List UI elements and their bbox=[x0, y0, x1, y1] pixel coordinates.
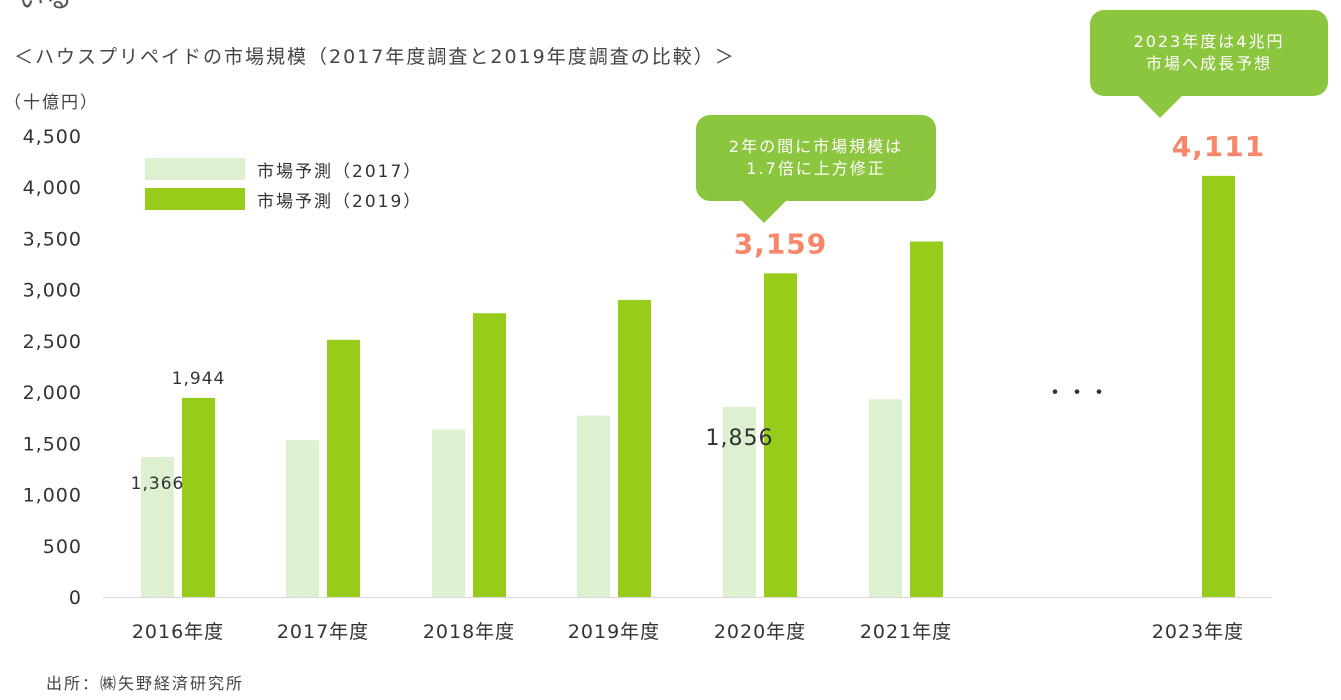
data-label: 1,856 bbox=[706, 426, 774, 451]
x-tick-label: 2017年度 bbox=[277, 621, 369, 643]
bar-series0-0 bbox=[141, 457, 174, 597]
callout-2023-line1: 2023年度は4兆円 bbox=[1133, 32, 1285, 51]
bar-series1-4 bbox=[764, 273, 797, 597]
bar-series1-1 bbox=[327, 339, 360, 597]
legend-label-2017: 市場予測（2017） bbox=[257, 161, 423, 182]
bar-series1-3 bbox=[618, 299, 651, 597]
callout-2020-line2: 1.7倍に上方修正 bbox=[746, 159, 886, 178]
bar-series1-2 bbox=[473, 313, 506, 597]
y-tick-label: 3,000 bbox=[23, 280, 82, 302]
bar-series1-6 bbox=[1202, 175, 1235, 597]
y-tick-label: 3,500 bbox=[23, 228, 82, 250]
bar-series0-5 bbox=[869, 399, 902, 597]
bar-series1-5 bbox=[910, 241, 943, 598]
callout-2020: 2年の間に市場規模は 1.7倍に上方修正 bbox=[696, 115, 936, 223]
data-label: 1,944 bbox=[172, 369, 226, 389]
y-tick-label: 4,000 bbox=[23, 177, 82, 199]
y-tick-label: 2,000 bbox=[23, 382, 82, 404]
bar-series0-2 bbox=[432, 429, 465, 597]
y-tick-label: 0 bbox=[69, 587, 82, 609]
x-tick-label: 2019年度 bbox=[568, 621, 660, 643]
bar-series1-0 bbox=[182, 397, 215, 597]
data-label: 4,111 bbox=[1172, 130, 1266, 163]
ellipsis-gap-marker: ・・・ bbox=[1044, 381, 1110, 406]
callout-2023-line2: 市場へ成長予想 bbox=[1145, 54, 1272, 73]
x-tick-label: 2020年度 bbox=[714, 621, 806, 643]
x-tick-label: 2021年度 bbox=[860, 621, 952, 643]
legend-item-2019: 市場予測（2019） bbox=[145, 184, 422, 214]
x-tick-label: 2023年度 bbox=[1152, 621, 1244, 643]
y-tick-label: 1,000 bbox=[23, 485, 82, 507]
top-text-fragment: いる bbox=[18, 0, 74, 15]
chart-title: ＜ハウスプリペイドの市場規模（2017年度調査と2019年度調査の比較）＞ bbox=[14, 46, 736, 68]
y-tick-label: 1,500 bbox=[23, 433, 82, 455]
legend-label-2019: 市場予測（2019） bbox=[257, 191, 423, 212]
callout-2023: 2023年度は4兆円 市場へ成長予想 bbox=[1090, 10, 1328, 118]
chart-legend: 市場予測（2017） 市場予測（2019） bbox=[145, 154, 422, 214]
bar-series0-3 bbox=[577, 415, 610, 597]
legend-swatch-2017 bbox=[145, 158, 245, 180]
x-tick-label: 2016年度 bbox=[132, 621, 224, 643]
bar-series0-4 bbox=[723, 406, 756, 597]
y-axis-unit-label: （十億円） bbox=[4, 93, 99, 113]
bar-series0-1 bbox=[286, 440, 319, 597]
y-tick-label: 2,500 bbox=[23, 331, 82, 353]
data-label: 1,366 bbox=[131, 474, 185, 494]
y-tick-label: 4,500 bbox=[23, 126, 82, 148]
y-tick-label: 500 bbox=[43, 536, 82, 558]
legend-swatch-2019 bbox=[145, 188, 245, 210]
source-note: 出所：㈱矢野経済研究所 bbox=[46, 674, 245, 693]
data-label: 3,159 bbox=[734, 227, 828, 260]
x-tick-label: 2018年度 bbox=[423, 621, 515, 643]
legend-item-2017: 市場予測（2017） bbox=[145, 154, 422, 184]
callout-2020-line1: 2年の間に市場規模は bbox=[728, 137, 904, 156]
